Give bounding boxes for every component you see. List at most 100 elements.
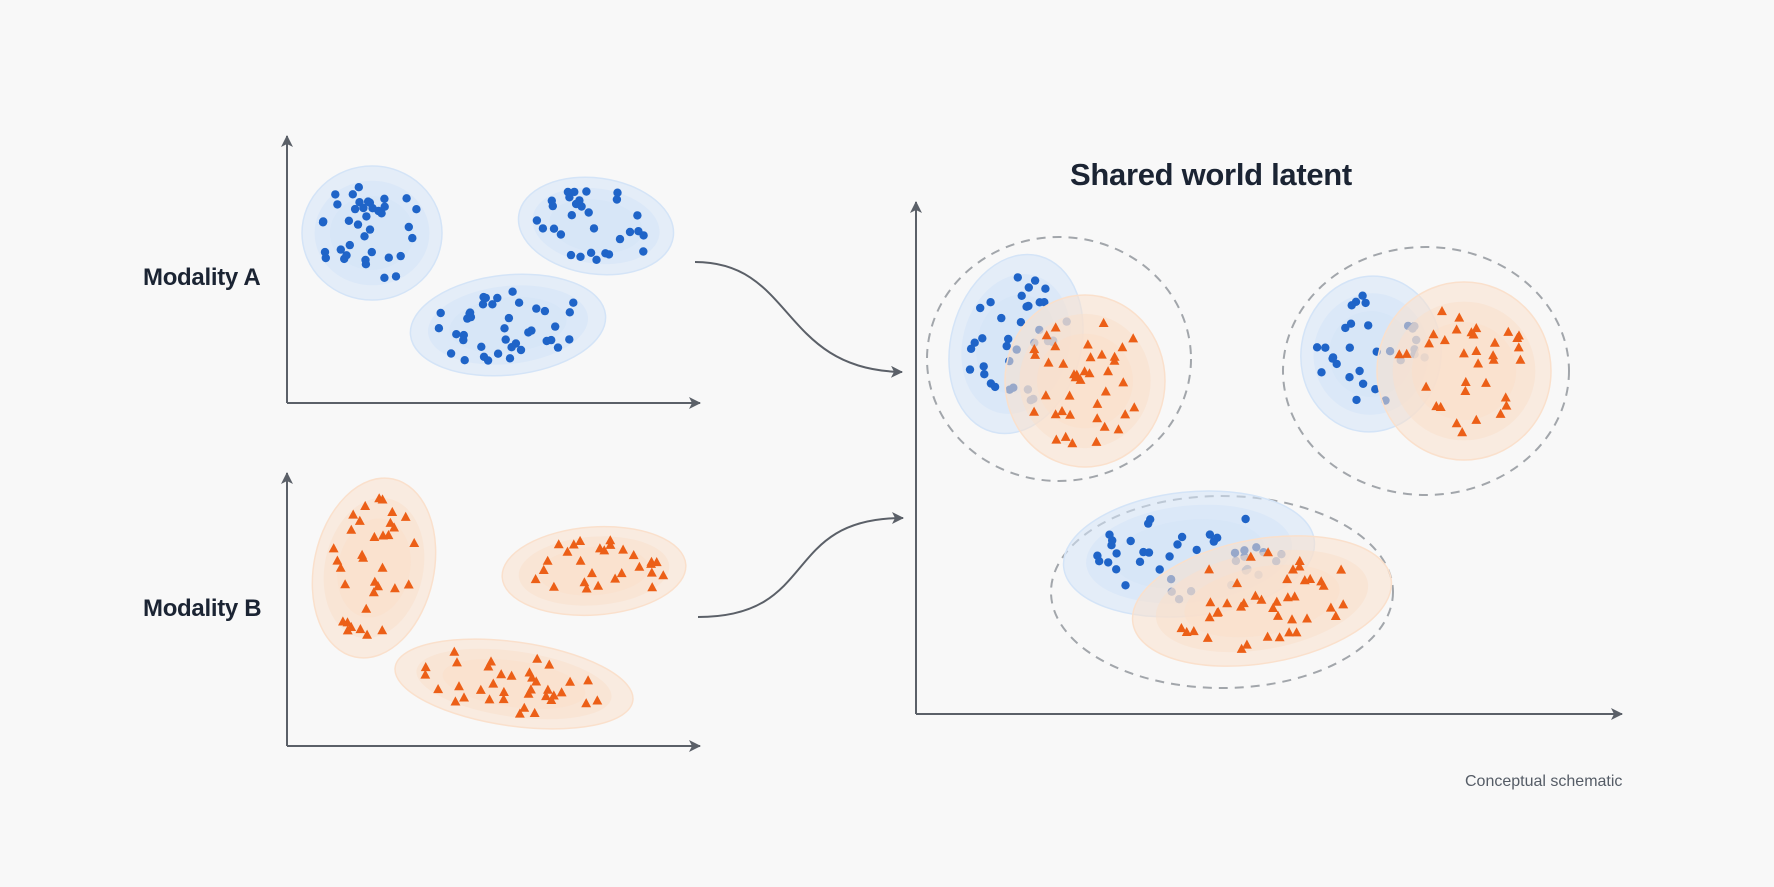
modality-b-point [420,669,431,679]
modality-b-point [420,662,431,672]
modality-b-point [1274,632,1285,642]
modality-a-point [979,362,988,371]
modality-b-point [496,669,507,679]
modality-a-point [477,342,486,351]
modality-a-point [336,245,345,254]
modality-a-point [567,211,576,220]
modality-b-point [1057,406,1067,416]
modality-a-point [570,187,579,197]
modality-b-point [527,672,537,682]
modality-a-point [380,194,389,203]
modality-b-point [628,550,639,560]
modality-a-point [1040,298,1049,307]
modality-a-point [504,313,514,323]
modality-b-point [531,676,542,686]
modality-a-point [493,349,503,358]
modality-b-point [1515,354,1526,364]
modality-b-point [1204,612,1215,622]
modality-b-point [1318,580,1329,590]
modality-b-point [530,574,541,584]
modality-a-point [556,230,566,239]
modality-b-point [449,646,460,656]
modality-a-point [360,232,369,241]
modality-a-point [354,183,363,192]
modality-b-point [1451,418,1462,428]
modality-b-point [1092,398,1103,408]
modality-a-point [604,250,614,259]
modality-a-point [976,303,985,313]
modality-a-point [1371,385,1380,394]
modality-b-point [519,702,530,712]
modality-b-point [1100,386,1111,396]
modality-a-point [592,255,601,264]
modality-a-point [361,255,370,265]
modality-a-point [997,313,1006,323]
modality-b-point [1512,332,1523,342]
modality-b-point [338,616,348,626]
modality-b-label: Modality B [143,595,262,622]
modality-a-point [1352,395,1361,405]
modality-b-point [1273,610,1283,620]
modality-a-point [1345,373,1354,382]
modality-b-point [1064,390,1075,400]
modality-a-point [505,354,515,363]
modality-b-point [593,580,604,590]
modality-a-point [538,224,548,233]
modality-b-point [1468,329,1479,339]
modality-a-point [1209,537,1219,546]
modality-a-point [1361,298,1370,308]
modality-b-point [389,522,399,532]
modality-b-point [452,657,462,667]
modality-b-point [355,624,366,634]
modality-a-point [319,217,328,226]
modality-a-point [481,293,490,303]
modality-a-point [1041,284,1050,293]
modality-b-point [568,539,579,549]
modality-a-point [353,220,363,229]
modality-b-point [1263,547,1273,557]
mapping-arrow-a [694,261,903,378]
modality-b-point [1128,333,1139,343]
modality-b-point [506,670,517,680]
modality-a-point [1107,541,1116,550]
modality-b-cluster-3 [394,638,634,730]
modality-b-point [1256,594,1267,604]
modality-a-point [551,322,560,331]
modality-a-point [565,308,574,317]
modality-b-point [483,661,494,671]
modality-b-point [1421,381,1431,391]
modality-a-point [1016,318,1026,327]
modality-b-point [409,537,420,547]
modality-b-point [360,500,371,510]
modality-b-point [1431,401,1442,411]
modality-a-point [396,251,405,261]
modality-b-point [1067,438,1078,448]
modality-b-point [1040,390,1051,400]
modality-b-point [1202,632,1213,642]
modality-b-point [1204,564,1214,574]
modality-b-point [1103,366,1113,376]
modality-a-point [542,336,551,346]
modality-b-point [1503,326,1514,336]
modality-b-point [1325,602,1336,612]
modality-b-point [369,531,380,541]
modality-a-point [615,234,625,244]
modality-b-point [544,659,555,669]
modality-a-point [1004,334,1013,344]
modality-b-point [542,555,553,565]
modality-b-point [357,549,367,559]
modality-a-point [331,190,340,199]
modality-b-point [1117,342,1128,352]
modality-a-point [1345,343,1355,352]
modality-a-point [990,382,1000,392]
modality-b-point [610,573,621,583]
modality-b-point [1471,345,1482,355]
modality-a-point [1328,354,1337,363]
modality-a-point [569,298,578,307]
modality-a-point [1173,540,1182,549]
modality-b-panel [281,472,701,752]
modality-b-point [1287,614,1297,624]
modality-a-point [549,224,559,233]
modality-b-point [1043,357,1054,367]
modality-b-point [1428,329,1439,339]
